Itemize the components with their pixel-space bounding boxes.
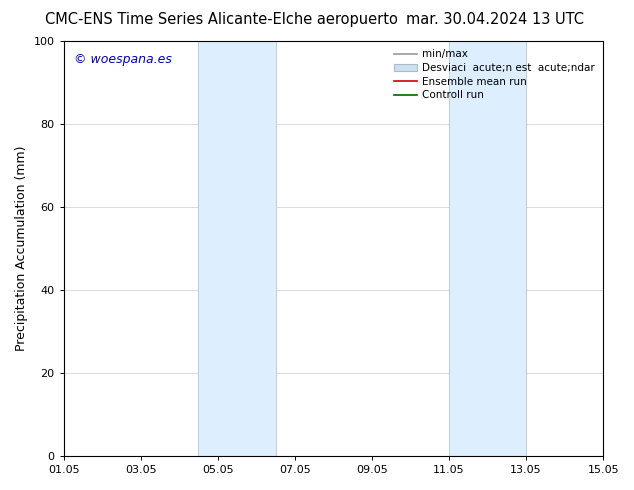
Legend: min/max, Desviaci  acute;n est  acute;ndar, Ensemble mean run, Controll run: min/max, Desviaci acute;n est acute;ndar…: [391, 46, 598, 103]
Y-axis label: Precipitation Accumulation (mm): Precipitation Accumulation (mm): [15, 146, 28, 351]
Text: mar. 30.04.2024 13 UTC: mar. 30.04.2024 13 UTC: [406, 12, 583, 27]
Bar: [449, 41, 526, 456]
Text: © woespana.es: © woespana.es: [74, 53, 172, 67]
Text: CMC-ENS Time Series Alicante-Elche aeropuerto: CMC-ENS Time Series Alicante-Elche aerop…: [46, 12, 398, 27]
Bar: [198, 41, 276, 456]
